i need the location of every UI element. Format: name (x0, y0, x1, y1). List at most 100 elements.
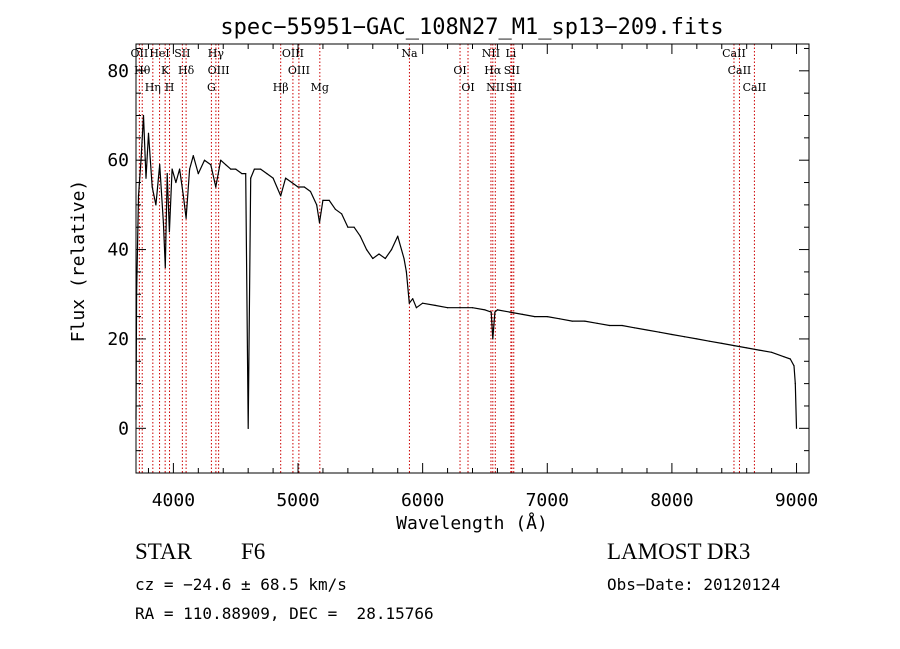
spectrum-point (168, 231, 170, 233)
spectrum-point (197, 173, 199, 175)
spectrum-point (322, 199, 324, 201)
spectrum-point (215, 186, 217, 188)
line-marker-label: Mg (311, 81, 329, 94)
line-marker-label: SII (506, 81, 522, 94)
spectrum-point (266, 173, 268, 175)
spectrum-point (521, 313, 524, 315)
spectrum-point (422, 302, 424, 304)
y-tick-label: 60 (107, 150, 129, 171)
spectrum-point (341, 213, 343, 215)
spectrum-point (412, 298, 414, 300)
spectrum-point (303, 186, 305, 188)
spectrum-series (135, 114, 798, 429)
x-axis-label: Wavelength (Å) (396, 512, 548, 534)
spectrum-point (795, 427, 798, 429)
spectrum-point (794, 383, 796, 385)
line-marker-label: OI (453, 64, 466, 77)
spectrum-point (137, 195, 140, 197)
spectrum-point (471, 307, 474, 309)
x-tick-label: 6000 (401, 490, 444, 511)
spectrum-point (189, 168, 191, 170)
spectrum-point (559, 318, 561, 320)
spectrum-point (175, 181, 177, 184)
spectrum-point (328, 199, 330, 201)
spectrum-point (390, 249, 393, 251)
line-marker-label: SII (174, 47, 190, 60)
plot-frame (135, 43, 810, 474)
spectrum-point (203, 159, 206, 161)
line-marker-label: OIII (288, 64, 310, 77)
spectrum-point (571, 320, 573, 322)
line-marker-labels: OIIHθHηHeIKHSIIHδGHγOIIIHβOIIIOIIIMgNaOI… (131, 47, 767, 94)
spectrum-point (490, 311, 492, 313)
chart-title: spec−55951−GAC_108N27_M1_sp13−209.fits (220, 15, 723, 40)
line-marker-label: G (207, 81, 216, 94)
coordinates: RA = 110.88909, DEC = 28.15766 (135, 604, 434, 623)
x-tick-label: 9000 (775, 490, 818, 511)
spectrum-point (378, 253, 380, 255)
spectrum-point (793, 365, 795, 367)
spectrum-point (145, 177, 147, 179)
spectrum-point (297, 186, 299, 188)
spectrum-point (403, 257, 405, 260)
line-markers (138, 44, 755, 473)
spectrum-point (185, 217, 187, 219)
line-marker-label: CaII (728, 64, 752, 77)
spectrum-point (171, 168, 173, 170)
spectrum-point (696, 338, 698, 340)
spectrum-point (415, 307, 417, 309)
spectrum-point (366, 249, 368, 251)
spectrum-point (708, 340, 710, 342)
spectrum-point (484, 309, 486, 311)
spectrum-point (230, 168, 232, 170)
spectrum-point (142, 114, 145, 117)
spectrum-point (159, 164, 161, 166)
line-marker-label: NII (486, 81, 504, 94)
y-tick-label: 80 (107, 61, 129, 82)
object-class: STAR (135, 539, 192, 564)
spectrum-point (596, 322, 598, 324)
line-marker-label: CaII (722, 47, 746, 60)
spectrum-point (584, 320, 586, 322)
spectrum-point (789, 358, 791, 360)
spectrum-point (771, 351, 773, 353)
spectrum-point (758, 349, 760, 351)
spectrum-point (434, 304, 436, 306)
line-marker-label: Hγ (208, 47, 225, 60)
y-tick-label: 20 (107, 329, 129, 350)
survey-name: LAMOST DR3 (607, 539, 751, 564)
line-marker-label: OIII (208, 64, 230, 77)
spectrum-point (192, 155, 194, 157)
spectrum-point (309, 190, 312, 193)
spectrum-point (210, 164, 212, 166)
line-marker-label: Hη (145, 81, 161, 94)
spectrum-point (609, 324, 611, 327)
spectrum-point (733, 345, 735, 347)
spectrum-point (164, 266, 166, 268)
spectrum-point (496, 309, 498, 311)
spectral-subclass: F6 (241, 539, 266, 564)
spectrum-point (359, 235, 361, 237)
spectrum-point (459, 307, 461, 309)
spectrum-point (318, 222, 321, 224)
spectrum-point (280, 195, 282, 197)
spectrum-point (225, 164, 227, 166)
spectrum-point (250, 177, 252, 179)
y-tick-label: 0 (118, 418, 129, 439)
spectrum-point (509, 311, 511, 313)
line-marker-label: SII (504, 64, 520, 77)
line-marker-label: CaII (743, 81, 767, 94)
spectrum-point (241, 173, 243, 175)
spectrum-point (179, 168, 181, 170)
line-marker-label: NII (482, 47, 500, 60)
x-tick-label: 5000 (276, 490, 319, 511)
x-tick-label: 4000 (152, 490, 195, 511)
spectrum-point (347, 226, 349, 228)
spectrum-point (162, 222, 164, 224)
spectrum-point (721, 342, 723, 344)
line-marker-label: Na (401, 47, 418, 60)
spectrum-point (492, 338, 494, 340)
y-axis-label: Flux (relative) (68, 180, 89, 343)
spectrum-point (247, 427, 249, 429)
spectrum-point (384, 257, 386, 260)
